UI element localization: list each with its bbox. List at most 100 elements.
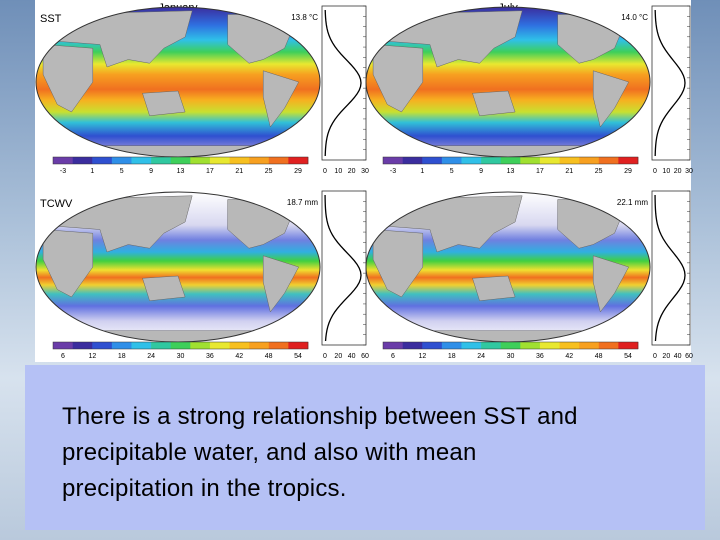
colorbar-cell — [190, 157, 211, 164]
profile-axis-label: 0 — [323, 353, 327, 360]
profile-axis-label: 30 — [361, 168, 369, 175]
colorbar-label: 18 — [448, 353, 456, 360]
colorbar-cell — [500, 157, 521, 164]
colorbar-cell — [422, 342, 443, 349]
colorbar-label: 17 — [536, 168, 544, 175]
continent — [472, 90, 516, 117]
colorbar-cell — [559, 342, 580, 349]
colorbar-label: 42 — [565, 353, 573, 360]
colorbar-label: 6 — [61, 353, 65, 360]
caption-line: There is a strong relationship between S… — [62, 403, 578, 430]
profile-axis-label: 0 — [653, 353, 657, 360]
map — [366, 192, 650, 342]
profile-curve — [324, 9, 362, 157]
colorbar-cell — [422, 157, 443, 164]
colorbar-label: 48 — [595, 353, 603, 360]
mean-value: 14.0 °C — [621, 13, 648, 22]
colorbar-cell — [288, 157, 309, 164]
colorbar-frame — [382, 156, 639, 165]
continent — [262, 70, 300, 128]
colorbar-cell — [500, 342, 521, 349]
colorbar-cell — [402, 157, 423, 164]
profile-curve — [324, 194, 362, 342]
map — [36, 192, 320, 342]
colorbar-cell — [170, 157, 191, 164]
colorbar-frame — [52, 341, 309, 350]
colorbar-cell — [441, 342, 462, 349]
profile-axis-label: 20 — [662, 353, 670, 360]
colorbar-cell — [520, 157, 541, 164]
colorbar-cell — [539, 342, 560, 349]
colorbar-label: 25 — [265, 168, 273, 175]
colorbar-cell — [209, 342, 230, 349]
profile-axis-label: 0 — [323, 168, 327, 175]
colorbar-label: 36 — [206, 353, 214, 360]
colorbar-label: 30 — [177, 353, 185, 360]
mean-value: 18.7 mm — [287, 198, 318, 207]
figure: JanuaryJulySST13.8 °C-315913172125290102… — [35, 0, 693, 362]
profile-axis-label: 20 — [674, 168, 682, 175]
colorbar-label: 21 — [235, 168, 243, 175]
colorbar-label: 1 — [420, 168, 424, 175]
continent — [42, 44, 94, 113]
colorbar-label: 42 — [235, 353, 243, 360]
continent — [472, 275, 516, 302]
profile-axis-label: 20 — [348, 168, 356, 175]
row-label: TCWV — [40, 198, 73, 210]
caption-line: precipitation in the tropics. — [62, 475, 347, 502]
colorbar-cell — [441, 157, 462, 164]
colorbar-label: 54 — [294, 353, 302, 360]
colorbar-cell — [481, 157, 501, 164]
colorbar-label: 24 — [147, 353, 155, 360]
colorbar-label: 30 — [507, 353, 515, 360]
colorbar-cell — [92, 342, 113, 349]
profile-frame — [651, 5, 691, 161]
profile-axis-label: 60 — [685, 353, 693, 360]
colorbar-label: 12 — [418, 353, 426, 360]
profile-axis-label: 10 — [662, 168, 670, 175]
colorbar-cell — [461, 342, 482, 349]
colorbar-cell — [383, 342, 403, 349]
continent — [142, 275, 186, 302]
profile-axis-label: 40 — [674, 353, 682, 360]
colorbar-label: 54 — [624, 353, 632, 360]
colorbar-cell — [209, 157, 230, 164]
profile-axis-label: 30 — [685, 168, 693, 175]
colorbar-label: 13 — [507, 168, 515, 175]
colorbar-label: 18 — [118, 353, 126, 360]
colorbar-cell — [402, 342, 423, 349]
profile-axis-label: 10 — [334, 168, 342, 175]
colorbar-label: 9 — [149, 168, 153, 175]
colorbar-cell — [268, 157, 289, 164]
colorbar-cell — [520, 342, 541, 349]
profile-curve — [654, 194, 686, 342]
colorbar-label: -3 — [60, 168, 66, 175]
profile-axis-label: 0 — [653, 168, 657, 175]
colorbar-label: 48 — [265, 353, 273, 360]
colorbar-label: 17 — [206, 168, 214, 175]
colorbar-cell — [288, 342, 309, 349]
colorbar-label: -3 — [390, 168, 396, 175]
colorbar-cell — [229, 342, 250, 349]
colorbar-cell — [151, 157, 171, 164]
colorbar-cell — [72, 342, 93, 349]
colorbar-label: 1 — [90, 168, 94, 175]
caption-line: precipitable water, and also with mean — [62, 439, 477, 466]
colorbar-cell — [559, 157, 580, 164]
colorbar-label: 5 — [120, 168, 124, 175]
colorbar-cell — [598, 157, 619, 164]
colorbar-frame — [52, 156, 309, 165]
colorbar-label: 25 — [595, 168, 603, 175]
continent — [372, 229, 424, 298]
profile-axis-label: 40 — [348, 353, 356, 360]
profile-curve — [654, 9, 686, 157]
colorbar-cell — [151, 342, 171, 349]
map — [366, 7, 650, 157]
colorbar-cell — [579, 157, 600, 164]
colorbar-cell — [481, 342, 501, 349]
colorbar-cell — [249, 342, 270, 349]
colorbar-cell — [131, 342, 152, 349]
colorbar-label: 29 — [294, 168, 302, 175]
colorbar-label: 36 — [536, 353, 544, 360]
